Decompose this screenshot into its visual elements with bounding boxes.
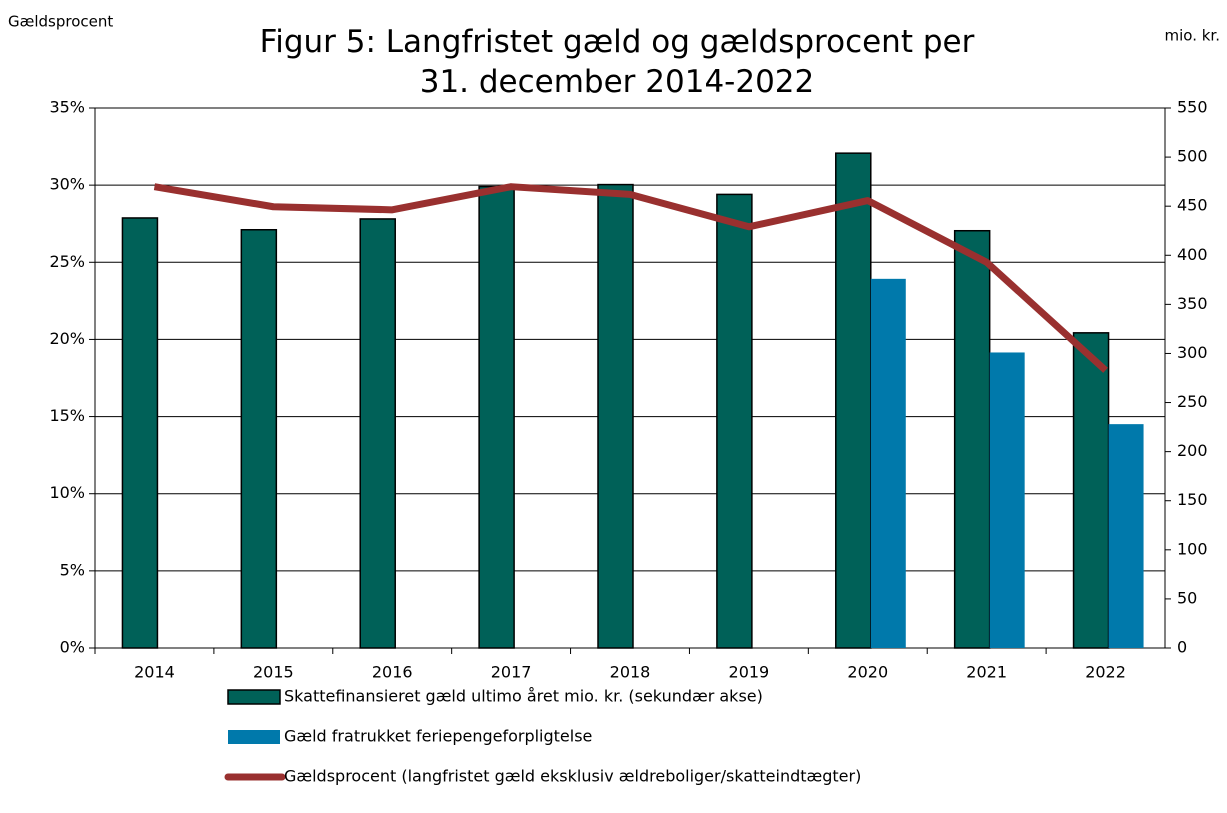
bar <box>953 229 991 649</box>
line <box>153 183 1108 373</box>
x-tick-label: 2017 <box>491 663 532 682</box>
x-tick-label: 2022 <box>1085 663 1126 682</box>
y-axis-label: Gældsprocent <box>8 13 113 31</box>
y2-axis-label: mio. kr. <box>1165 27 1220 45</box>
bar <box>597 183 634 649</box>
bar <box>359 218 396 649</box>
x-tick-label: 2016 <box>372 663 413 682</box>
y-tick-label: 20% <box>49 329 85 348</box>
y-tick-label: 25% <box>49 252 85 271</box>
y-tick-label: 5% <box>60 560 85 579</box>
x-tick-label: 2015 <box>253 663 294 682</box>
y2-tick-label: 550 <box>1177 98 1208 117</box>
y-tick-label: 10% <box>49 483 85 502</box>
x-tick-label: 2014 <box>134 663 175 682</box>
y2-tick-label: 400 <box>1177 245 1208 264</box>
y2-tick-label: 500 <box>1177 147 1208 166</box>
y2-tick-label: 0 <box>1177 638 1187 657</box>
y-tick-label: 0% <box>60 638 85 657</box>
legend-label: Gæld fratrukket feriepengeforpligtelse <box>284 727 592 746</box>
y2-tick-label: 50 <box>1177 588 1197 607</box>
bar <box>478 185 515 649</box>
legend-label: Gældsprocent (langfristet gæld eksklusiv… <box>284 767 861 786</box>
chart-title: Figur 5: Langfristet gæld og gældsprocen… <box>259 24 975 100</box>
x-tick-label: 2020 <box>847 663 888 682</box>
bar <box>1072 332 1110 649</box>
y-tick-label: 15% <box>49 406 85 425</box>
y-tick-label: 30% <box>49 175 85 194</box>
legend-label: Skattefinansieret gæld ultimo året mio. … <box>284 687 763 706</box>
legend-swatch <box>227 689 281 705</box>
x-tick-label: 2019 <box>729 663 770 682</box>
legend-swatch <box>228 730 280 744</box>
bar <box>121 217 159 649</box>
y2-tick-label: 350 <box>1177 294 1208 313</box>
y2-tick-label: 100 <box>1177 539 1208 558</box>
y-tick-label: 35% <box>49 98 85 117</box>
bar <box>835 152 872 649</box>
y2-tick-label: 300 <box>1177 343 1208 362</box>
bar <box>1108 424 1144 648</box>
bar <box>870 278 906 648</box>
bar <box>989 352 1025 648</box>
x-tick-label: 2018 <box>610 663 651 682</box>
x-tick-label: 2021 <box>966 663 1007 682</box>
y2-tick-label: 150 <box>1177 490 1208 509</box>
bar <box>240 228 278 649</box>
bar <box>716 193 753 649</box>
y2-tick-label: 450 <box>1177 196 1208 215</box>
y2-tick-label: 250 <box>1177 392 1208 411</box>
y2-tick-label: 200 <box>1177 441 1208 460</box>
